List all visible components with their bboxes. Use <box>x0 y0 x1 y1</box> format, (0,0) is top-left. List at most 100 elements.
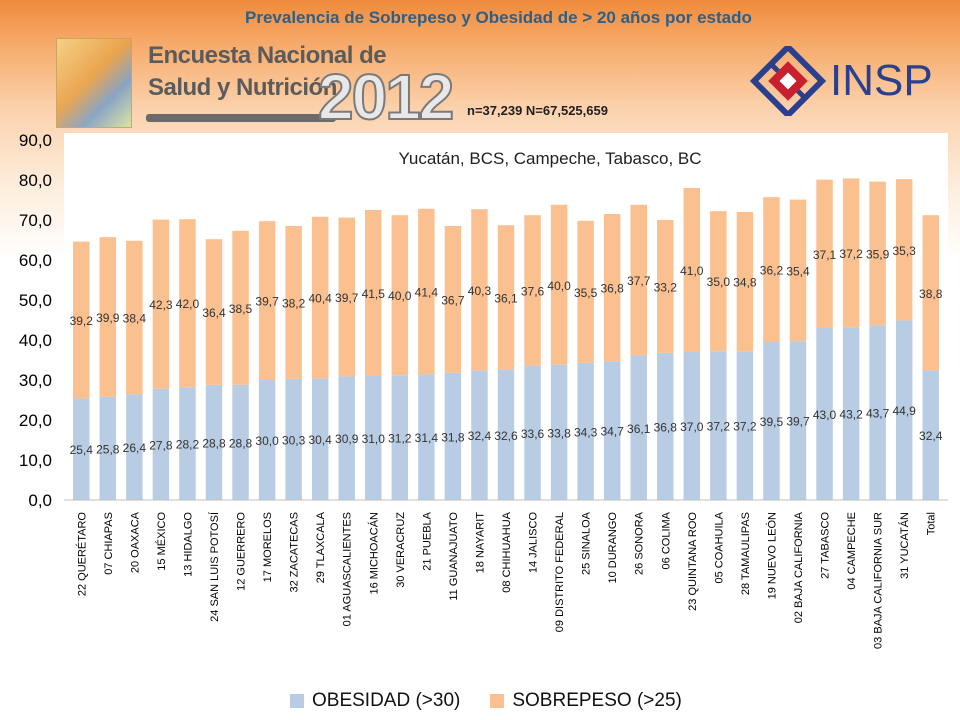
x-tick-label: 06 COLIMA <box>660 511 672 569</box>
x-tick-label: 26 SONORA <box>634 511 646 575</box>
bar-obesidad <box>365 376 382 500</box>
bar-sobrepeso <box>179 219 196 388</box>
bar-sobrepeso <box>471 209 488 371</box>
data-label-obesidad: 25,4 <box>70 443 94 457</box>
bar-obesidad <box>285 378 302 500</box>
data-label-sobrepeso: 39,2 <box>70 314 94 328</box>
data-label-obesidad: 28,2 <box>176 438 200 452</box>
x-tick-label: 23 QUINTANA ROO <box>687 512 699 611</box>
y-tick-label: 80,0 <box>19 171 52 190</box>
x-tick-label: 28 TAMAULIPAS <box>740 512 752 595</box>
y-tick-label: 60,0 <box>19 251 52 270</box>
data-label-sobrepeso: 36,8 <box>601 282 625 296</box>
bar-sobrepeso <box>126 240 143 395</box>
x-tick-label: 13 HIDALGO <box>182 512 194 577</box>
x-tick-label: 07 CHIAPAS <box>103 512 115 575</box>
data-label-obesidad: 43,2 <box>839 408 863 422</box>
bar-sobrepeso <box>603 214 621 362</box>
bar-obesidad <box>418 374 435 500</box>
data-label-sobrepeso: 40,3 <box>468 284 492 298</box>
data-label-obesidad: 36,1 <box>627 422 651 436</box>
bar-obesidad <box>73 398 90 500</box>
data-label-sobrepeso: 36,2 <box>760 264 784 278</box>
data-label-obesidad: 34,7 <box>601 425 625 439</box>
x-tick-label: 09 DISTRITO FEDERAL <box>554 512 566 632</box>
x-tick-label: 15 MÉXICO <box>155 512 168 571</box>
y-tick-label: 0,0 <box>28 491 52 510</box>
x-tick-label: 03 BAJA CALIFORNIA SUR <box>873 512 885 649</box>
bar-sobrepeso <box>789 199 807 342</box>
bar-sobrepeso <box>73 241 90 399</box>
bar-sobrepeso <box>365 210 382 376</box>
bar-obesidad <box>205 384 223 500</box>
legend: OBESIDAD (>30) SOBREPESO (>25) <box>290 690 682 712</box>
data-label-obesidad: 37,2 <box>733 420 757 434</box>
bar-sobrepeso <box>895 179 913 321</box>
bar-sobrepeso <box>311 216 329 379</box>
legend-item-obesidad: OBESIDAD (>30) <box>290 690 460 712</box>
bar-sobrepeso <box>869 181 886 326</box>
data-label-sobrepeso: 34,8 <box>733 276 757 290</box>
insp-logo-text: INSP <box>830 56 933 105</box>
bar-sobrepeso <box>816 179 833 328</box>
data-label-obesidad: 30,3 <box>282 433 306 447</box>
data-label-sobrepeso: 35,9 <box>866 247 890 261</box>
bar-sobrepeso <box>736 212 754 352</box>
data-label-obesidad: 32,6 <box>494 429 518 443</box>
x-tick-label: 21 PUEBLA <box>421 511 433 570</box>
data-label-sobrepeso: 42,3 <box>149 298 173 312</box>
data-label-obesidad: 33,8 <box>547 426 571 440</box>
bar-sobrepeso <box>152 219 170 389</box>
legend-swatch-obesidad <box>290 694 304 708</box>
logo-year: 2012 <box>317 60 455 134</box>
data-label-obesidad: 37,0 <box>680 420 704 434</box>
data-label-sobrepeso: 41,0 <box>680 264 704 278</box>
data-label-sobrepeso: 35,3 <box>893 244 917 258</box>
bar-obesidad <box>763 342 780 500</box>
mexico-map-icon <box>56 38 132 128</box>
data-label-sobrepeso: 37,7 <box>627 274 651 288</box>
data-label-sobrepeso: 33,2 <box>654 280 678 294</box>
x-tick-label: 32 ZACATECAS <box>289 512 301 593</box>
bar-obesidad <box>683 352 701 500</box>
legend-label-sobrepeso: SOBREPESO (>25) <box>512 690 682 711</box>
y-tick-label: 20,0 <box>19 411 52 430</box>
bar-sobrepeso <box>683 188 701 352</box>
y-tick-label: 30,0 <box>19 371 52 390</box>
data-label-obesidad: 43,7 <box>866 407 890 421</box>
bar-sobrepeso <box>577 220 594 363</box>
data-label-obesidad: 36,8 <box>654 420 678 434</box>
bar-sobrepeso <box>630 204 647 356</box>
data-label-sobrepeso: 38,8 <box>919 287 943 301</box>
y-tick-label: 10,0 <box>19 451 52 470</box>
x-tick-label: 04 CAMPECHE <box>846 512 858 590</box>
bar-obesidad <box>126 394 143 500</box>
data-label-sobrepeso: 35,5 <box>574 286 598 300</box>
bar-obesidad <box>311 378 329 500</box>
data-label-sobrepeso: 35,0 <box>707 275 731 289</box>
data-label-sobrepeso: 38,2 <box>282 296 306 310</box>
bar-sobrepeso <box>205 239 223 385</box>
data-label-obesidad: 31,0 <box>362 432 386 446</box>
data-label-sobrepeso: 35,4 <box>786 264 810 278</box>
data-label-obesidad: 31,2 <box>388 432 412 446</box>
bar-sobrepeso <box>550 204 568 365</box>
data-label-obesidad: 37,2 <box>707 420 731 434</box>
data-label-obesidad: 33,6 <box>521 427 545 441</box>
bar-obesidad <box>869 325 886 500</box>
bar-obesidad <box>338 376 355 500</box>
bar-obesidad <box>258 380 276 500</box>
bar-sobrepeso <box>338 217 355 377</box>
x-tick-label: Total <box>926 512 938 535</box>
legend-label-obesidad: OBESIDAD (>30) <box>312 690 461 711</box>
y-tick-label: 70,0 <box>19 211 52 230</box>
x-tick-label: 24 SAN LUIS POTOSÍ <box>208 511 221 622</box>
logo-line-2: Salud y Nutrición <box>148 74 337 101</box>
x-tick-label: 27 TABASCO <box>820 512 832 579</box>
x-tick-label: 12 GUERRERO <box>236 512 248 591</box>
x-tick-label: 14 JALISCO <box>528 512 540 574</box>
x-tick-label: 16 MICHOACÁN <box>367 512 380 595</box>
y-tick-label: 40,0 <box>19 331 52 350</box>
bar-obesidad <box>710 351 727 500</box>
bar-obesidad <box>550 364 568 500</box>
